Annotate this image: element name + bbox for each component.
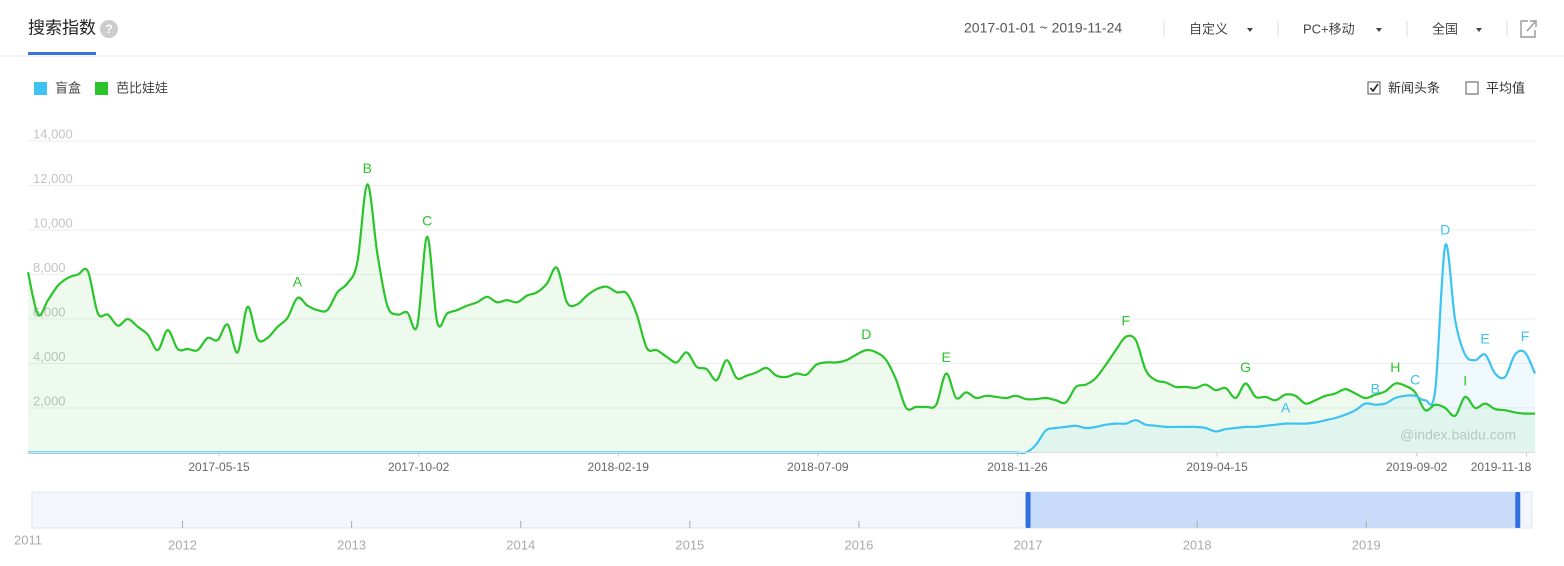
checkbox[interactable]	[1367, 81, 1381, 95]
x-tick-label: 2019-04-15	[1186, 460, 1248, 474]
annotation-label[interactable]: B	[363, 160, 372, 176]
icon-arrow	[1526, 20, 1537, 32]
dropdown-label[interactable]: 全国	[1432, 21, 1458, 36]
dropdown-arrow	[1376, 28, 1382, 32]
dropdown-label[interactable]: PC+移动	[1303, 21, 1355, 36]
legend-swatch[interactable]	[34, 82, 47, 95]
tab-underline	[28, 52, 96, 55]
x-tick-label: 2019-11-18	[1471, 460, 1532, 474]
help-icon[interactable]	[100, 20, 118, 38]
x-tick-label: 2019-09-02	[1386, 460, 1448, 474]
annotation-label[interactable]: A	[293, 274, 303, 290]
x-tick-label: 2017-05-15	[188, 460, 250, 474]
date-range[interactable]: 2017-01-01 ~ 2019-11-24	[964, 20, 1122, 36]
dropdown-arrow	[1476, 28, 1482, 32]
legend-label[interactable]: 盲盒	[55, 80, 81, 95]
x-tick-label: 2018-02-19	[588, 460, 650, 474]
navigator-year-label: 2017	[1014, 537, 1043, 552]
annotation-label[interactable]: I	[1463, 373, 1467, 389]
series-line	[26, 183, 1536, 418]
external-link-icon[interactable]	[1520, 20, 1537, 38]
help-icon-glyph: ?	[105, 22, 112, 36]
checkmark	[1369, 83, 1379, 93]
x-tick-label: 2018-07-09	[787, 460, 849, 474]
y-tick-label: 12,000	[33, 171, 73, 186]
annotation-label[interactable]: E	[942, 349, 951, 365]
y-tick-label: 4,000	[33, 349, 66, 364]
annotation-label[interactable]: F	[1521, 328, 1530, 344]
y-tick-label: 14,000	[33, 126, 73, 141]
icon-frame	[1520, 20, 1536, 38]
annotation-label[interactable]: D	[1440, 221, 1450, 237]
y-tick-label: 2,000	[33, 393, 66, 408]
y-tick-label: 10,000	[33, 215, 73, 230]
navigator-year-label: 2019	[1352, 537, 1381, 552]
annotation-label[interactable]: A	[1281, 399, 1291, 415]
x-tick-label: 2017-10-02	[388, 460, 450, 474]
toggle-label[interactable]: 新闻头条	[1388, 80, 1440, 95]
navigator-year-label: 2018	[1183, 537, 1212, 552]
tab-title[interactable]: 搜索指数	[28, 18, 96, 37]
annotation-label[interactable]: D	[861, 326, 871, 342]
navigator-year-label: 2011	[14, 532, 42, 547]
watermark: @index.baidu.com	[1400, 427, 1516, 443]
navigator-handle[interactable]	[1515, 492, 1521, 528]
x-tick-label: 2018-11-26	[987, 460, 1048, 474]
navigator-selection	[1028, 492, 1518, 528]
navigator-year-label: 2013	[337, 537, 366, 552]
legend-label[interactable]: 芭比娃娃	[116, 80, 168, 95]
annotation-label[interactable]: C	[422, 212, 432, 228]
annotation-label[interactable]: F	[1122, 313, 1131, 329]
toggle-label[interactable]: 平均值	[1486, 80, 1525, 95]
navigator-year-label: 2015	[675, 537, 704, 552]
annotation-label[interactable]: H	[1390, 359, 1400, 375]
annotation-label[interactable]: B	[1371, 380, 1380, 396]
annotation-label[interactable]: E	[1480, 330, 1489, 346]
navigator-handle[interactable]	[1025, 492, 1031, 528]
legend-swatch[interactable]	[95, 82, 108, 95]
area-fill	[28, 244, 1535, 454]
navigator-year-label: 2016	[844, 537, 873, 552]
dropdown-label[interactable]: 自定义	[1189, 21, 1228, 36]
navigator-year-label: 2012	[168, 537, 197, 552]
dropdown-arrow	[1247, 28, 1253, 32]
checkbox[interactable]	[1465, 81, 1479, 95]
navigator-year-label: 2014	[506, 537, 535, 552]
y-tick-label: 8,000	[33, 260, 66, 275]
area-fill	[28, 184, 1535, 453]
annotation-label[interactable]: G	[1240, 359, 1251, 375]
annotation-label[interactable]: C	[1410, 371, 1420, 387]
